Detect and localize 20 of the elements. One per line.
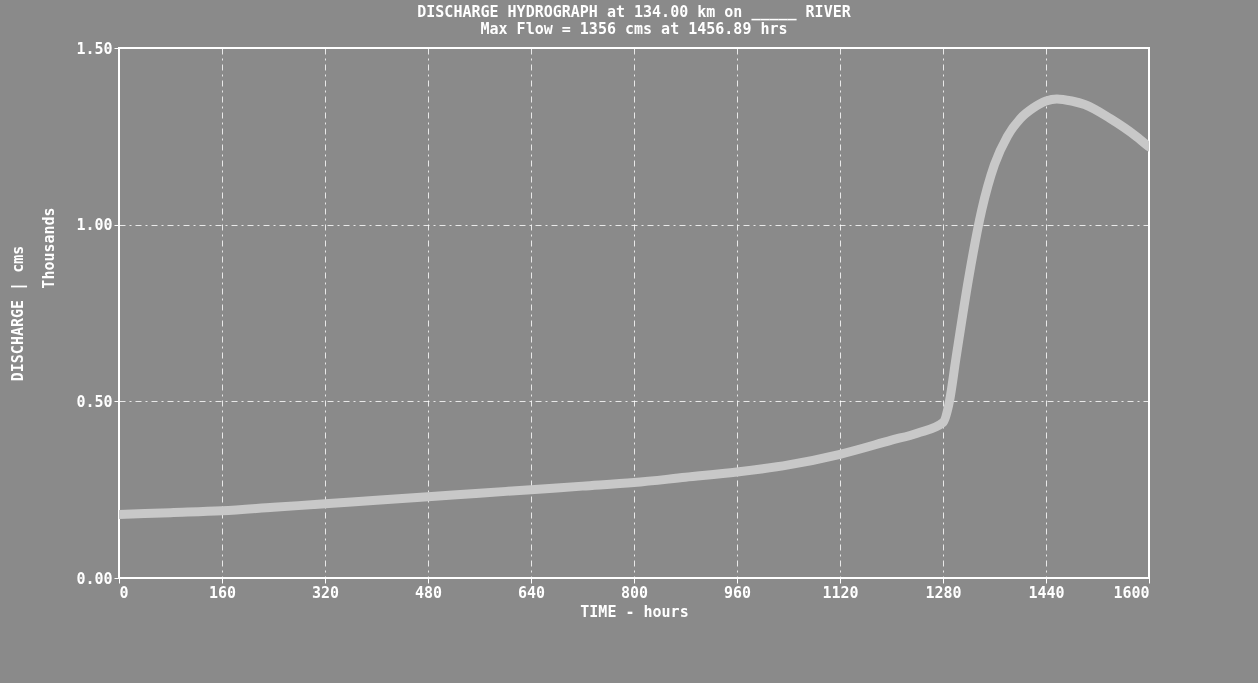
x-tick-label: 800 xyxy=(620,583,649,602)
y-tick-label: 0.50 xyxy=(76,392,113,411)
x-tick-label: 480 xyxy=(414,583,443,602)
y-axis-title: DISCHARGE | cms xyxy=(9,245,29,382)
x-axis-title: TIME - hours xyxy=(580,602,689,621)
x-tick-label: 320 xyxy=(311,583,340,602)
x-tick-label: 0 xyxy=(119,583,129,602)
chart-title: DISCHARGE HYDROGRAPH at 134.00 km on _____ RIVER xyxy=(417,3,852,21)
x-tick-label: 1280 xyxy=(925,583,962,602)
x-tick-label: 1600 xyxy=(1113,583,1150,602)
x-tick-label: 1120 xyxy=(822,583,859,602)
y-tick-label: 1.00 xyxy=(76,216,113,235)
x-tick-label: 160 xyxy=(208,583,237,602)
x-tick-label: 1440 xyxy=(1028,583,1065,602)
x-tick-label: 640 xyxy=(517,583,546,602)
text: Thousands xyxy=(40,207,58,289)
chart-subtitle: Max Flow = 1356 cms at 1456.89 hrs xyxy=(480,20,788,38)
x-tick-label: 960 xyxy=(723,583,752,602)
y-tick-label: 0.00 xyxy=(76,569,113,588)
y-tick-label: 1.50 xyxy=(76,39,113,58)
